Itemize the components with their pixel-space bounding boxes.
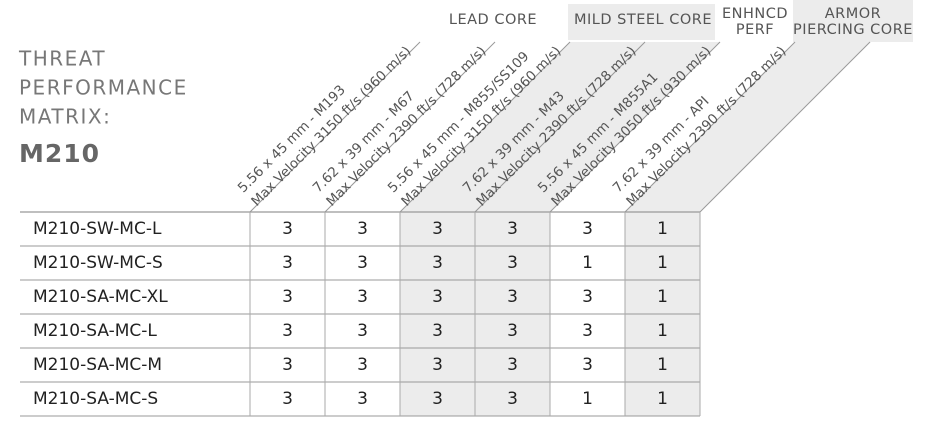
row-name: M210-SA-MC-L: [33, 321, 157, 341]
group-label: ENHNCD: [722, 6, 788, 22]
diag-line: [249, 41, 421, 213]
cell-value: 3: [357, 321, 368, 341]
cell-value: 3: [582, 287, 593, 307]
cell-value: 3: [507, 219, 518, 239]
cell-value: 3: [432, 219, 443, 239]
group-label: MILD STEEL CORE: [574, 12, 712, 28]
cell-value: 3: [357, 287, 368, 307]
cell-value: 3: [282, 355, 293, 375]
cell-value: 3: [282, 389, 293, 409]
row-name: M210-SA-MC-XL: [33, 287, 168, 307]
cell-value: 3: [282, 219, 293, 239]
cell-value: 3: [282, 321, 293, 341]
cell-value: 3: [432, 355, 443, 375]
mild-steel-band: [568, 4, 715, 40]
title-line: PERFORMANCE: [19, 76, 188, 100]
cell-value: 1: [657, 287, 668, 307]
cell-value: 3: [432, 389, 443, 409]
group-label: ARMOR: [825, 6, 882, 22]
cell-value: 3: [582, 321, 593, 341]
diag-line: [474, 41, 646, 213]
row-name: M210-SA-MC-M: [33, 355, 162, 375]
cell-value: 3: [582, 355, 593, 375]
cell-value: 3: [432, 321, 443, 341]
row-name: M210-SW-MC-L: [33, 219, 162, 239]
cell-value: 3: [282, 253, 293, 273]
diag-line: [399, 41, 571, 213]
armor-diag: [625, 0, 913, 212]
cell-value: 3: [432, 287, 443, 307]
cell-value: 1: [657, 253, 668, 273]
cell-value: 1: [657, 355, 668, 375]
group-label: PERF: [736, 22, 774, 38]
row-name: M210-SW-MC-S: [33, 253, 163, 273]
cell-value: 3: [357, 389, 368, 409]
cell-value: 3: [357, 253, 368, 273]
table-body: M210-SW-MC-L 3 3 3 3 3 1 M210-SW-MC-S 3 3 3 3 1 1 M210…: [33, 219, 668, 409]
cell-value: 3: [582, 219, 593, 239]
title-line: MATRIX:: [19, 105, 111, 129]
cell-value: 1: [657, 321, 668, 341]
cell-value: 3: [507, 321, 518, 341]
cell-value: 3: [507, 389, 518, 409]
diag-line: [549, 41, 721, 213]
title-line: THREAT: [18, 47, 106, 71]
model: M210: [19, 139, 100, 168]
cell-value: 1: [657, 389, 668, 409]
cell-value: 3: [357, 355, 368, 375]
cell-value: 3: [432, 253, 443, 273]
group-label: LEAD CORE: [449, 12, 537, 28]
cell-value: 3: [507, 253, 518, 273]
diag-line: [324, 41, 496, 213]
grid: [20, 41, 871, 417]
cell-value: 3: [507, 355, 518, 375]
cell-value: 1: [582, 389, 593, 409]
cell-value: 3: [357, 219, 368, 239]
cell-value: 3: [282, 287, 293, 307]
cell-value: 3: [507, 287, 518, 307]
cell-value: 1: [582, 253, 593, 273]
cell-value: 1: [657, 219, 668, 239]
diag-line: [699, 41, 871, 213]
row-name: M210-SA-MC-S: [33, 389, 158, 409]
group-label: PIERCING CORE: [793, 22, 913, 38]
diag-line: [624, 41, 796, 213]
